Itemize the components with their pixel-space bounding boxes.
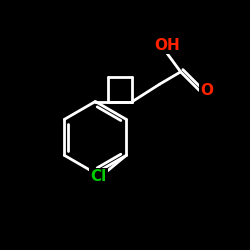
Text: Cl: Cl [90,169,106,184]
Text: OH: OH [154,38,180,53]
Text: O: O [200,83,213,98]
